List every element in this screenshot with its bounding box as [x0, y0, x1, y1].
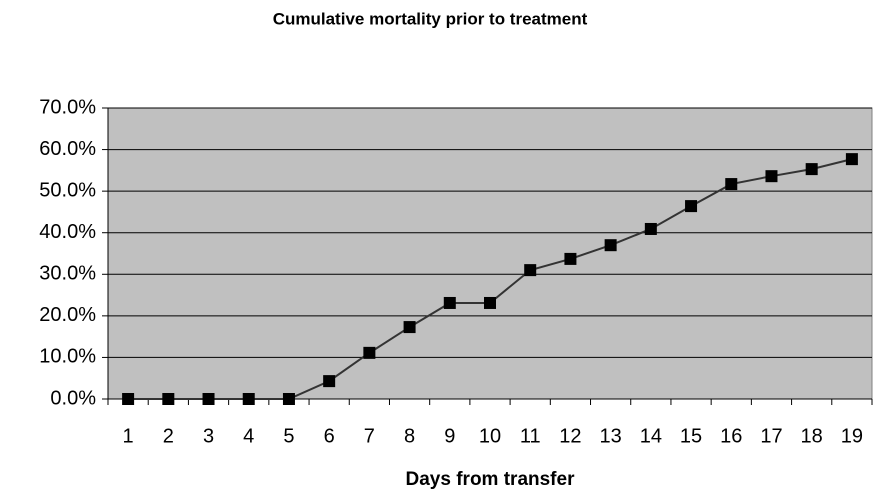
plot-area	[107, 107, 873, 400]
y-tick-label: 10.0%	[39, 346, 96, 368]
marker	[604, 239, 617, 252]
y-tick-label: 40.0%	[39, 221, 96, 243]
marker	[363, 346, 376, 359]
y-tick-label: 30.0%	[39, 263, 96, 285]
y-tick-label: 60.0%	[39, 138, 96, 160]
y-tick-label: 0.0%	[50, 387, 96, 409]
x-tick-label: 1	[123, 425, 134, 447]
x-tick-label: 13	[600, 425, 622, 447]
x-tick-label: 15	[680, 425, 702, 447]
x-tick-label: 18	[801, 425, 823, 447]
marker	[805, 163, 818, 176]
marker	[202, 393, 215, 405]
x-tick-label: 4	[243, 425, 254, 447]
marker	[443, 296, 456, 309]
marker	[564, 252, 577, 265]
marker	[282, 393, 295, 405]
x-tick-label: 17	[760, 425, 782, 447]
x-tick-label: 16	[720, 425, 742, 447]
marker	[524, 264, 537, 277]
y-tick-label: 50.0%	[39, 179, 96, 201]
x-tick-label: 7	[364, 425, 375, 447]
marker	[323, 375, 336, 388]
y-tick-label: 70.0%	[39, 96, 96, 118]
x-tick-label: 8	[404, 425, 415, 447]
y-tick-label: 20.0%	[39, 304, 96, 326]
marker	[122, 393, 135, 405]
marker	[403, 321, 416, 334]
x-tick-label: 9	[444, 425, 455, 447]
x-axis-title: Days from transfer	[406, 469, 576, 490]
x-tick-label: 11	[520, 425, 541, 447]
marker	[845, 153, 858, 166]
marker	[484, 296, 496, 309]
marker	[765, 170, 778, 183]
marker	[242, 393, 255, 405]
x-tick-label: 2	[163, 425, 174, 447]
x-tick-label: 12	[559, 425, 581, 447]
x-tick-label: 14	[640, 425, 662, 447]
x-tick-label: 3	[203, 425, 214, 447]
x-tick-label: 19	[841, 425, 863, 447]
chart-title: Cumulative mortality prior to treatment	[273, 9, 588, 28]
marker	[725, 178, 738, 191]
marker	[162, 393, 175, 405]
marker	[644, 222, 657, 235]
marker	[685, 200, 698, 213]
x-tick-label: 5	[283, 425, 294, 447]
x-tick-label: 6	[324, 425, 335, 447]
x-tick-label: 10	[479, 425, 501, 447]
